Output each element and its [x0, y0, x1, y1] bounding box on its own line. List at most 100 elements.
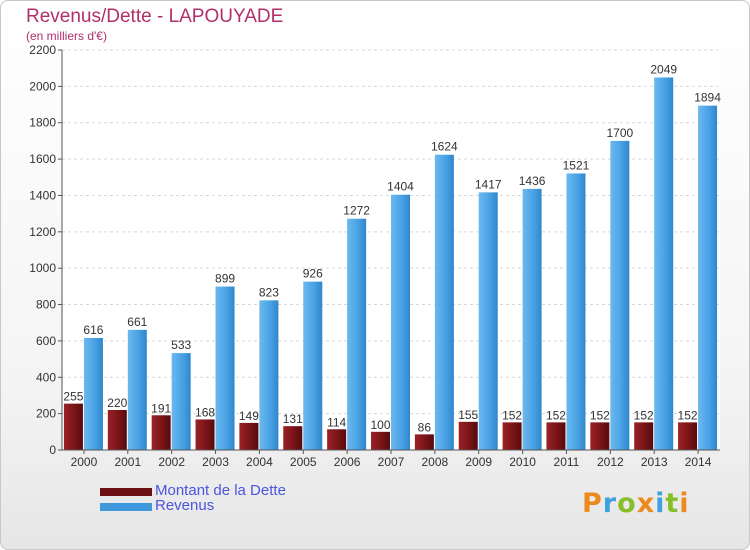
data-label-dette: 168 [195, 405, 215, 419]
x-tick-label: 2008 [422, 455, 449, 469]
data-label-dette: 152 [502, 408, 522, 422]
bar-revenus-2000 [83, 338, 103, 450]
bar-dette-2006 [327, 429, 347, 450]
x-tick-label: 2002 [158, 455, 185, 469]
bar-revenus-2004 [259, 300, 279, 450]
y-tick-label: 400 [36, 370, 56, 384]
logo-letter: x [636, 488, 656, 519]
data-label-dette: 152 [678, 408, 698, 422]
data-label-dette: 152 [546, 408, 566, 422]
data-label-revenus: 1436 [519, 174, 546, 188]
y-tick-label: 1400 [29, 188, 56, 202]
bar-revenus-2012 [610, 140, 630, 450]
proxiti-logo: Proxiti [582, 488, 690, 519]
x-tick-label: 2003 [202, 455, 229, 469]
data-label-revenus: 1700 [606, 126, 633, 140]
x-tick-label: 2009 [465, 455, 492, 469]
y-tick-label: 1600 [29, 152, 56, 166]
bar-revenus-2003 [215, 286, 235, 450]
bar-dette-2008 [414, 434, 434, 450]
data-label-dette: 152 [590, 408, 610, 422]
data-label-revenus: 1894 [694, 91, 721, 105]
x-tick-label: 2007 [378, 455, 405, 469]
x-tick-label: 2006 [334, 455, 361, 469]
data-label-dette: 155 [458, 408, 478, 422]
y-tick-label: 0 [49, 443, 56, 457]
data-label-dette: 255 [63, 390, 83, 404]
bar-revenus-2009 [478, 192, 498, 450]
logo-letter: i [655, 488, 666, 519]
x-tick-label: 2014 [685, 455, 712, 469]
logo-letter: t [665, 488, 680, 519]
x-tick-label: 2005 [290, 455, 317, 469]
logo-letter: i [679, 488, 690, 519]
bar-dette-2014 [678, 422, 698, 450]
bar-revenus-2010 [522, 188, 542, 450]
bar-revenus-2008 [434, 154, 454, 450]
bar-dette-2007 [371, 431, 390, 450]
data-label-dette: 131 [283, 412, 303, 426]
x-tick-label: 2012 [597, 455, 624, 469]
data-label-dette: 114 [327, 415, 346, 429]
bar-dette-2013 [634, 422, 654, 450]
bar-dette-2001 [107, 410, 127, 450]
bar-dette-2002 [151, 415, 171, 450]
data-label-revenus: 533 [171, 338, 191, 352]
logo-letter: o [617, 488, 637, 519]
x-tick-label: 2000 [71, 455, 98, 469]
legend-label-dette: Montant de la Dette [155, 482, 286, 499]
data-label-revenus: 661 [127, 315, 147, 329]
data-label-revenus: 616 [83, 323, 103, 337]
data-label-revenus: 899 [215, 272, 235, 286]
x-tick-label: 2013 [641, 455, 668, 469]
data-label-revenus: 1417 [475, 177, 502, 191]
y-tick-label: 1200 [29, 225, 56, 239]
bar-revenus-2005 [303, 281, 323, 450]
bar-dette-2004 [239, 422, 259, 450]
data-label-dette: 149 [239, 409, 259, 423]
bar-dette-2009 [458, 421, 478, 450]
bar-revenus-2007 [391, 194, 410, 450]
chart-subtitle: (en milliers d'€) [26, 29, 107, 43]
data-label-revenus: 926 [303, 267, 323, 281]
bar-revenus-2011 [566, 173, 586, 451]
bar-revenus-2013 [654, 77, 674, 451]
y-tick-label: 2200 [29, 43, 56, 57]
data-label-dette: 152 [634, 408, 654, 422]
data-label-revenus: 1404 [387, 180, 414, 194]
bar-revenus-2001 [127, 329, 147, 450]
bar-revenus-2014 [698, 105, 718, 451]
logo-letter: r [602, 488, 618, 519]
data-label-revenus: 1624 [431, 140, 458, 154]
data-label-dette: 191 [151, 401, 171, 415]
y-tick-label: 1800 [29, 116, 56, 130]
data-label-revenus: 1272 [343, 204, 370, 218]
legend-swatch-revenus [100, 503, 152, 511]
data-label-dette: 86 [418, 420, 432, 434]
chart-title: Revenus/Dette - LAPOUYADE [26, 6, 284, 27]
bar-revenus-2006 [347, 218, 367, 450]
legend-label-revenus: Revenus [155, 497, 215, 514]
x-tick-label: 2004 [246, 455, 273, 469]
y-tick-label: 200 [36, 407, 56, 421]
data-label-dette: 220 [107, 396, 127, 410]
x-tick-label: 2001 [114, 455, 141, 469]
y-tick-label: 600 [36, 334, 56, 348]
y-tick-label: 800 [36, 298, 56, 312]
bar-dette-2012 [590, 422, 610, 450]
x-tick-label: 2010 [509, 455, 536, 469]
bar-dette-2010 [502, 422, 522, 450]
y-tick-label: 1000 [29, 261, 56, 275]
data-label-revenus: 823 [259, 285, 279, 299]
bar-dette-2000 [63, 403, 83, 450]
y-tick-label: 2000 [29, 79, 56, 93]
logo-letter: P [582, 488, 603, 519]
bar-dette-2003 [195, 419, 215, 450]
bar-dette-2011 [546, 422, 566, 450]
data-label-revenus: 1521 [563, 158, 590, 172]
data-label-dette: 100 [370, 418, 390, 432]
x-tick-label: 2011 [554, 455, 580, 469]
data-label-revenus: 2049 [650, 62, 677, 76]
bar-dette-2005 [283, 426, 303, 450]
